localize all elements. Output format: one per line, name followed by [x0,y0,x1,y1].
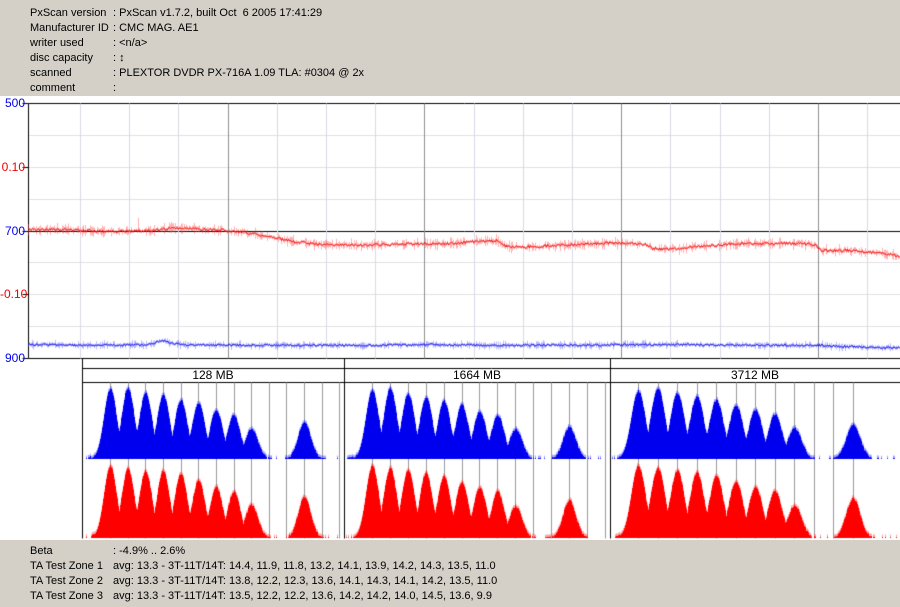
footer-row-beta: Beta : -4.9% .. 2.6% [0,544,900,559]
y-axis-label-p010: 0.10 [1,160,25,174]
footer-value: avg: 13.3 - 3T-11T/14T: 13.8, 12.2, 12.3… [113,575,498,587]
footer-row-ta-zone-1: TA Test Zone 1 avg: 13.3 - 3T-11T/14T: 14… [0,559,900,574]
histogram-panel-title-2: 1664 MB [452,368,502,382]
info-label: Manufacturer ID [30,22,109,34]
y-axis-label-500: 500 [4,96,25,110]
info-label: disc capacity [30,52,93,64]
footer-value: : -4.9% .. 2.6% [113,545,186,557]
info-value: : PxScan v1.7.2, built Oct 6 2005 17:41:… [113,7,323,19]
info-row-capacity: disc capacity : ↕ [0,51,900,66]
info-value: : <n/a> [113,37,148,49]
footer-label: TA Test Zone 3 [30,590,103,602]
footer-value: avg: 13.3 - 3T-11T/14T: 13.5, 12.2, 12.2… [113,590,492,602]
info-value: : CMC MAG. AE1 [113,22,199,34]
histogram-panel-title-1: 128 MB [192,368,234,382]
y-axis-label-700: 700 [4,224,25,238]
scan-summary-footer: Beta : -4.9% .. 2.6% TA Test Zone 1 avg: 1… [0,540,900,607]
info-label: scanned [30,67,72,79]
scan-plot-area: 500 0.10 700 -0.10 900 128 MB 1664 MB 37… [0,96,900,540]
info-row-version: PxScan version : PxScan v1.7.2, built Oct… [0,6,900,21]
footer-label: Beta [30,545,53,557]
info-value: : PLEXTOR DVDR PX-716A 1.09 TLA: #0304 @… [113,67,365,79]
info-row-writer: writer used : <n/a> [0,36,900,51]
info-value: : ↕ [113,52,125,64]
scan-plot-canvas [0,96,900,540]
info-row-scanned: scanned : PLEXTOR DVDR PX-716A 1.09 TLA: … [0,66,900,81]
info-label: PxScan version [30,7,107,19]
info-row-comment: comment: [0,81,900,96]
info-row-manufacturer: Manufacturer ID : CMC MAG. AE1 [0,21,900,36]
footer-label: TA Test Zone 2 [30,575,103,587]
footer-value: avg: 13.3 - 3T-11T/14T: 14.4, 11.9, 11.8… [113,560,496,572]
scan-info-header: PxScan version : PxScan v1.7.2, built Oct… [0,0,900,96]
footer-row-ta-zone-3: TA Test Zone 3 avg: 13.3 - 3T-11T/14T: 13… [0,589,900,604]
info-label: writer used [30,37,84,49]
y-axis-label-900: 900 [4,351,25,365]
info-label: comment [30,82,76,94]
info-value: : [113,82,117,94]
y-axis-label-m010: -0.10 [0,287,28,301]
histogram-panel-title-3: 3712 MB [730,368,780,382]
footer-label: TA Test Zone 1 [30,560,103,572]
footer-row-ta-zone-2: TA Test Zone 2 avg: 13.3 - 3T-11T/14T: 13… [0,574,900,589]
